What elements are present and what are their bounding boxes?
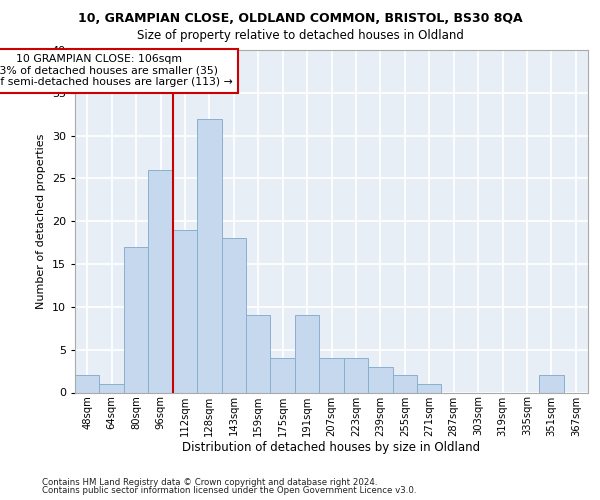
Bar — [221, 238, 246, 392]
Bar — [344, 358, 368, 392]
X-axis label: Distribution of detached houses by size in Oldland: Distribution of detached houses by size … — [182, 441, 481, 454]
Text: Contains HM Land Registry data © Crown copyright and database right 2024.: Contains HM Land Registry data © Crown c… — [42, 478, 377, 487]
Y-axis label: Number of detached properties: Number of detached properties — [36, 134, 46, 309]
Bar — [246, 316, 271, 392]
Bar — [295, 316, 319, 392]
Text: 10, GRAMPIAN CLOSE, OLDLAND COMMON, BRISTOL, BS30 8QA: 10, GRAMPIAN CLOSE, OLDLAND COMMON, BRIS… — [77, 12, 523, 26]
Bar — [124, 247, 148, 392]
Bar — [319, 358, 344, 392]
Bar — [539, 376, 563, 392]
Bar — [417, 384, 442, 392]
Bar — [173, 230, 197, 392]
Bar — [271, 358, 295, 392]
Bar — [75, 376, 100, 392]
Bar — [148, 170, 173, 392]
Text: Contains public sector information licensed under the Open Government Licence v3: Contains public sector information licen… — [42, 486, 416, 495]
Bar — [197, 118, 221, 392]
Bar — [100, 384, 124, 392]
Text: 10 GRAMPIAN CLOSE: 106sqm
← 23% of detached houses are smaller (35)
76% of semi-: 10 GRAMPIAN CLOSE: 106sqm ← 23% of detac… — [0, 54, 233, 88]
Bar — [368, 367, 392, 392]
Bar — [392, 376, 417, 392]
Text: Size of property relative to detached houses in Oldland: Size of property relative to detached ho… — [137, 29, 463, 42]
